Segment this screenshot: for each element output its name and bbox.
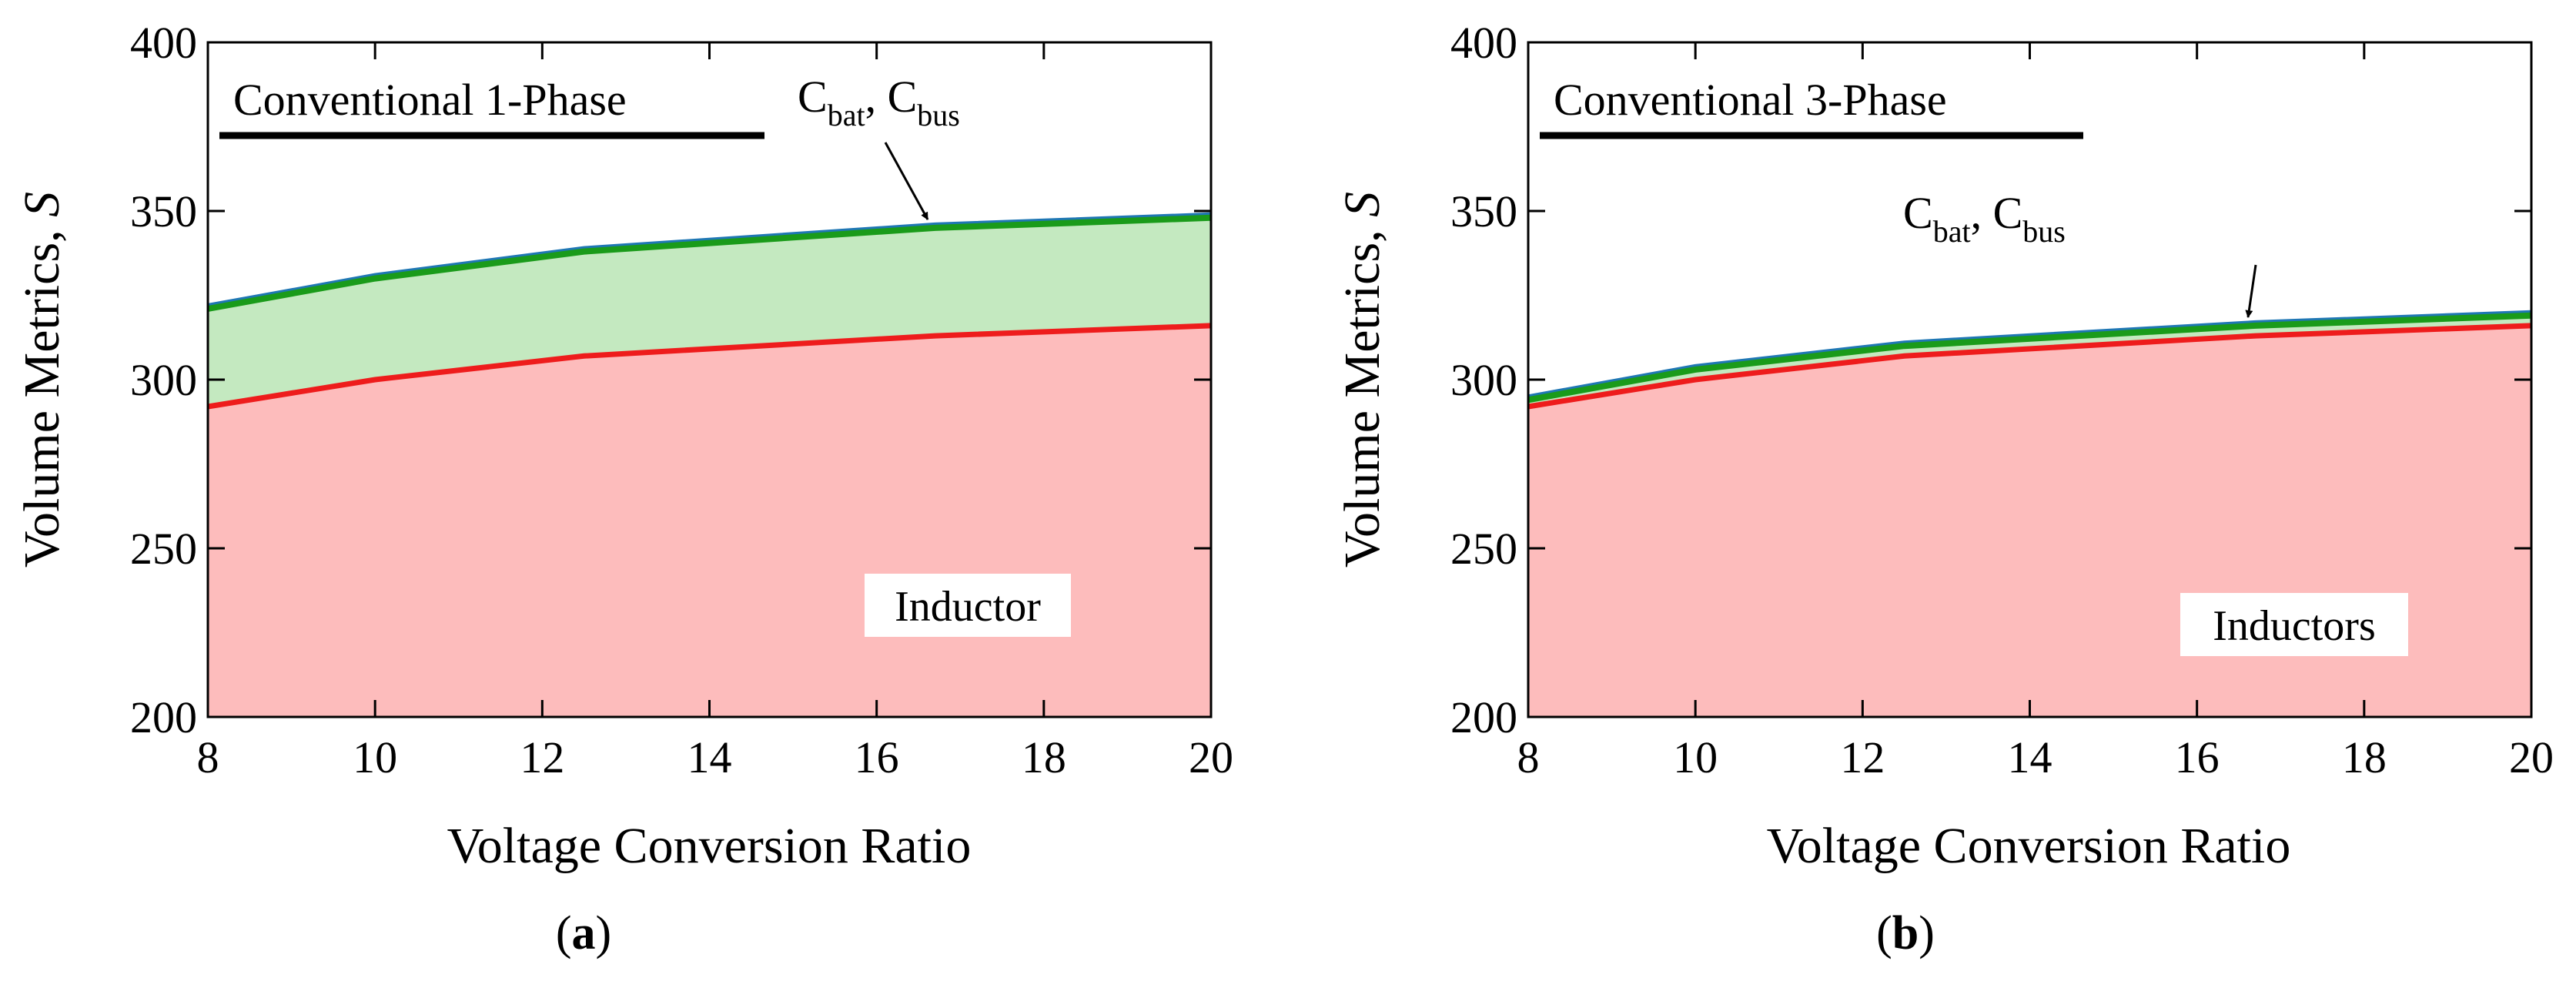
x-tick-label: 16 [855,732,899,782]
area-layer [1528,315,2531,717]
y-axis-label: Volume Metrics, S [14,192,70,568]
x-tick-label: 10 [353,732,397,782]
y-tick-label: 300 [130,355,197,405]
panel-a: 200 250 300 350 400 8 10 12 14 16 18 20 Convention… [14,18,1233,960]
x-tick-label: 12 [1840,732,1885,782]
x-tick-label: 8 [1517,732,1540,782]
x-tick-label: 14 [687,732,732,782]
y-tick-label: 350 [1450,186,1517,236]
capacitor-area [1528,315,2531,407]
x-tick-labels: 8 10 12 14 16 18 20 [197,42,1233,782]
y-tick-label: 200 [130,692,197,742]
panel-caption: (b) [1876,907,1935,960]
capacitor-area [208,217,1211,407]
capacitor-line [207,214,1212,312]
line-layer [207,212,1212,410]
title-box-text: Conventional 3-Phase [1554,75,1947,125]
area-label-bg [2180,593,2408,656]
y-tick-label: 350 [130,186,197,236]
x-tick-label: 18 [2342,732,2387,782]
capacitor-arrow [2245,264,2257,318]
x-tick-label: 10 [1673,732,1718,782]
y-tick-label: 300 [1450,355,1517,405]
x-tick-label: 20 [2509,732,2554,782]
area-label-bg [865,574,1071,637]
x-tick-label: 18 [1022,732,1066,782]
y-tick-labels: 200 250 300 350 400 [1450,18,2531,742]
area-layer [208,217,1211,717]
area-label: Inductors [2213,602,2376,650]
x-tick-label: 20 [1189,732,1233,782]
y-tick-label: 200 [1450,692,1517,742]
area-label: Inductor [895,583,1041,631]
capacitor-label: Cbat, Cbus [1903,188,2066,249]
y-tick-label: 250 [1450,524,1517,574]
line-layer [1527,310,2532,410]
x-axis-label: Voltage Conversion Ratio [1767,818,2291,874]
x-tick-label: 16 [2175,732,2220,782]
title-box-text: Conventional 1-Phase [233,75,627,125]
x-tick-labels: 8 10 12 14 16 18 20 [1517,42,2554,782]
x-tick-label: 14 [2008,732,2052,782]
x-tick-label: 8 [197,732,219,782]
x-tick-label: 12 [520,732,564,782]
y-tick-label: 250 [130,524,197,574]
capacitor-arrow [884,142,929,220]
panel-caption: (a) [556,907,611,960]
y-tick-label: 400 [1450,18,1517,68]
inductor-line [1527,323,2532,410]
capacitor-line [1527,312,2532,404]
y-tick-label: 400 [130,18,197,68]
y-tick-labels: 200 250 300 350 400 [130,18,1211,742]
inductor-line [207,323,1212,410]
x-axis-label: Voltage Conversion Ratio [447,818,972,874]
panel-b: 200 250 300 350 400 8 10 12 14 16 18 20 Convention… [1334,18,2554,960]
y-axis-label: Volume Metrics, S [1334,192,1390,568]
capacitor-label: Cbat, Cbus [798,72,960,132]
